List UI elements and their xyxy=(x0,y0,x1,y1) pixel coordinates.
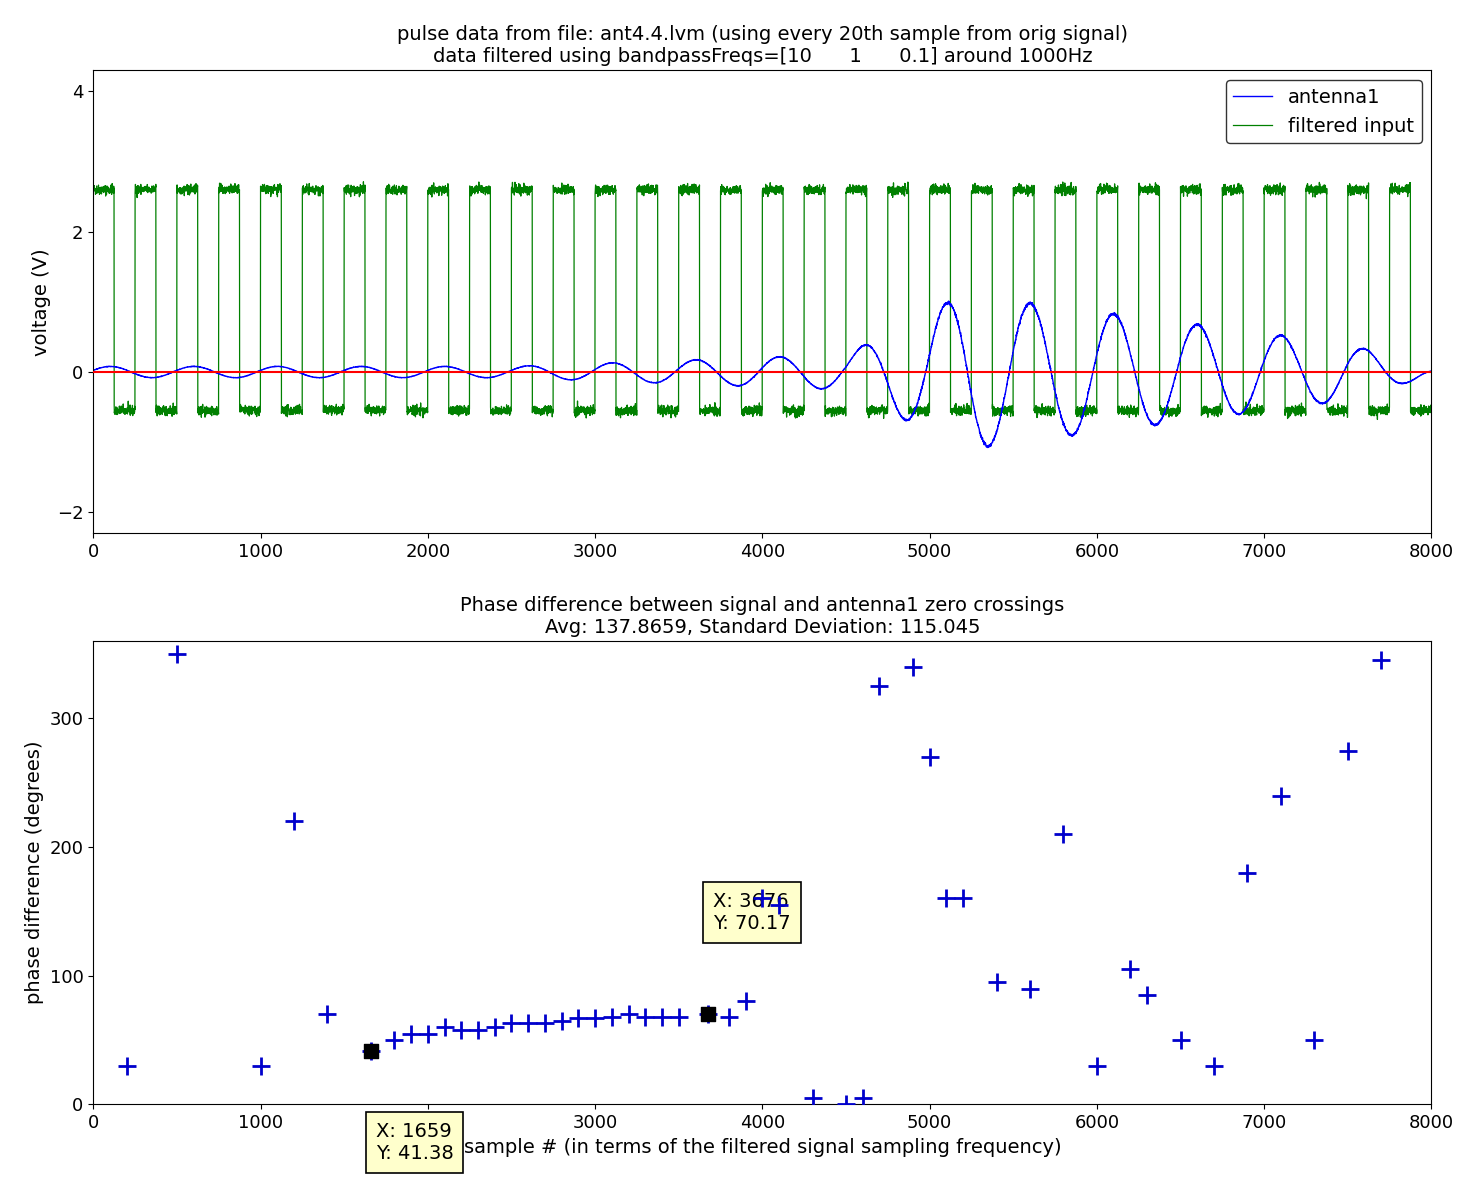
Point xyxy=(433,1018,457,1037)
Point xyxy=(583,1008,606,1027)
Title: Phase difference between signal and antenna1 zero crossings
Avg: 137.8659, Stand: Phase difference between signal and ante… xyxy=(460,595,1065,637)
filtered input xyxy=(1368,413,1386,427)
Point xyxy=(359,1041,383,1060)
Point xyxy=(951,890,975,908)
Point xyxy=(550,1012,574,1031)
Point xyxy=(516,1014,540,1033)
Point xyxy=(166,644,189,663)
Point xyxy=(617,1005,640,1024)
Point xyxy=(800,1089,824,1108)
X-axis label: sample # (in terms of the filtered signal sampling frequency): sample # (in terms of the filtered signa… xyxy=(463,1137,1060,1156)
Y-axis label: phase difference (degrees): phase difference (degrees) xyxy=(25,741,44,1005)
filtered input xyxy=(152,403,170,417)
Point xyxy=(697,1005,720,1024)
Point xyxy=(359,1041,383,1060)
antenna1 xyxy=(569,372,587,387)
antenna1 xyxy=(1077,398,1094,413)
Line: antenna1: antenna1 xyxy=(93,301,1432,447)
Point xyxy=(466,1020,490,1039)
Point xyxy=(566,1008,590,1027)
Point xyxy=(1370,651,1393,670)
Point xyxy=(416,1024,439,1042)
Point xyxy=(633,1007,657,1026)
Point xyxy=(918,747,942,766)
Point xyxy=(484,1018,507,1037)
Point xyxy=(768,895,791,914)
Point xyxy=(850,1089,874,1108)
Point xyxy=(115,1057,139,1076)
Title: pulse data from file: ant4.4.lvm (using every 20th sample from orig signal)
data: pulse data from file: ant4.4.lvm (using … xyxy=(396,25,1128,66)
antenna1 xyxy=(935,300,952,314)
antenna1 xyxy=(1423,364,1441,378)
Point xyxy=(500,1014,524,1033)
Point xyxy=(935,890,958,908)
Point xyxy=(1136,986,1160,1005)
filtered input xyxy=(935,185,952,199)
Point xyxy=(600,1007,624,1026)
Point xyxy=(717,1007,741,1026)
Line: filtered input: filtered input xyxy=(93,181,1432,420)
Point xyxy=(651,1007,674,1026)
Point xyxy=(667,1007,691,1026)
Point xyxy=(383,1031,407,1050)
Point xyxy=(1202,1057,1226,1076)
Point xyxy=(1303,1031,1327,1050)
Point xyxy=(1052,824,1075,843)
Point xyxy=(1086,1057,1109,1076)
Point xyxy=(248,1057,272,1076)
Point xyxy=(697,1005,720,1024)
Point xyxy=(1269,786,1293,805)
Point xyxy=(901,657,924,676)
filtered input xyxy=(1423,398,1441,413)
Point xyxy=(532,1014,556,1033)
Point xyxy=(1336,741,1359,760)
Point xyxy=(1018,978,1041,997)
filtered input xyxy=(876,403,893,417)
Point xyxy=(1118,959,1142,978)
filtered input xyxy=(569,400,587,414)
filtered input xyxy=(355,174,373,189)
Point xyxy=(450,1020,473,1039)
Y-axis label: voltage (V): voltage (V) xyxy=(33,248,52,356)
Point xyxy=(985,973,1009,991)
Point xyxy=(1235,863,1259,882)
Point xyxy=(1168,1031,1192,1050)
filtered input xyxy=(84,181,102,196)
Point xyxy=(750,890,774,908)
antenna1 xyxy=(876,368,893,382)
Text: X: 1659
Y: 41.38: X: 1659 Y: 41.38 xyxy=(376,1122,454,1162)
antenna1 xyxy=(1148,417,1165,432)
Point xyxy=(868,677,892,696)
Point xyxy=(315,1005,339,1024)
filtered input xyxy=(1148,187,1165,202)
antenna1 xyxy=(939,294,957,308)
Point xyxy=(282,811,306,830)
filtered input xyxy=(1077,406,1094,420)
antenna1 xyxy=(152,369,170,383)
Point xyxy=(399,1024,423,1042)
Text: X: 3676
Y: 70.17: X: 3676 Y: 70.17 xyxy=(713,892,791,933)
Point xyxy=(834,1095,858,1114)
Point xyxy=(734,991,757,1010)
antenna1 xyxy=(979,440,997,454)
antenna1 xyxy=(84,363,102,377)
Legend: antenna1, filtered input: antenna1, filtered input xyxy=(1226,81,1421,144)
